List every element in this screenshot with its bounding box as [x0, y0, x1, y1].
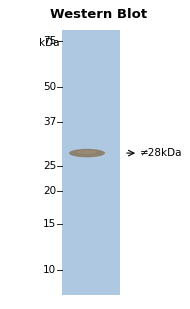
Ellipse shape [77, 150, 97, 154]
Text: 75: 75 [43, 36, 56, 46]
Text: 20: 20 [43, 186, 56, 196]
Bar [62, 30, 120, 295]
Text: 50: 50 [43, 83, 56, 92]
Text: 37: 37 [43, 116, 56, 126]
Text: Western Blot: Western Blot [50, 7, 147, 20]
Ellipse shape [69, 149, 105, 157]
Text: ≠28kDa: ≠28kDa [140, 148, 183, 158]
Text: 15: 15 [43, 219, 56, 229]
Text: 10: 10 [43, 265, 56, 275]
Text: 25: 25 [43, 161, 56, 171]
Text: kDa: kDa [39, 38, 59, 48]
